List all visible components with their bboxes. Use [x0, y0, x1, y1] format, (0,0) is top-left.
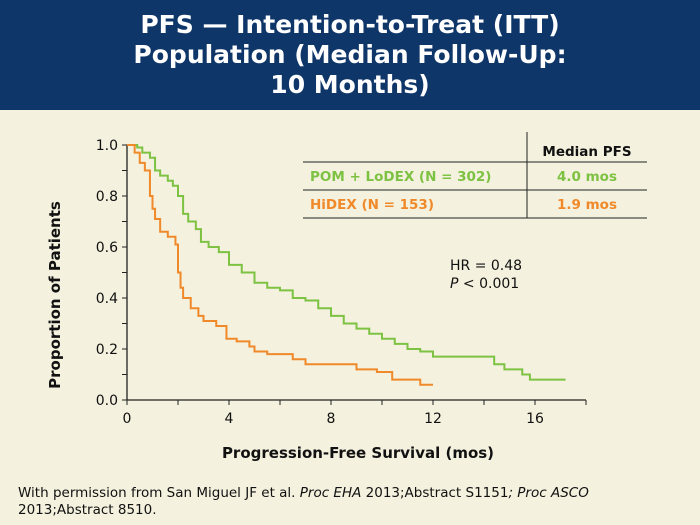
p-annotation: P < 0.001: [450, 276, 519, 292]
x-tick-label: 4: [225, 411, 234, 427]
citation-text-b: 2013;Abstract S1151: [361, 485, 509, 501]
x-axis-label: Progression-Free Survival (mos): [222, 444, 494, 462]
y-tick-label: 0.6: [96, 240, 118, 256]
x-tick-label: 0: [123, 411, 132, 427]
hr-annotation: HR = 0.48: [450, 258, 522, 274]
km-chart: 0 4 8 12 16 0.0 0.2 0.4 0.6 0.8 1.0 Median PFS POM …: [46, 132, 647, 462]
x-tick-label: 12: [424, 411, 442, 427]
title-line-3: 10 Months): [270, 70, 430, 99]
series-line-0: [127, 144, 566, 381]
axes: 0 4 8 12 16 0.0 0.2 0.4 0.6 0.8 1.0: [96, 138, 587, 427]
series-lines: [127, 144, 566, 386]
y-tick-label: 0.4: [96, 291, 118, 307]
citation-text-c: 2013;Abstract 8510.: [18, 502, 157, 518]
citation-text-a: With permission from San Miguel JF et al…: [18, 485, 300, 501]
legend-table: Median PFS POM + LoDEX (N = 302) 4.0 mos Hi…: [303, 132, 647, 219]
series-line-1: [127, 144, 433, 386]
legend-row-label: POM + LoDEX (N = 302): [310, 169, 491, 185]
y-tick-label: 0.0: [96, 393, 118, 409]
x-tick-label: 8: [327, 411, 336, 427]
legend-row-value: 1.9 mos: [557, 197, 617, 213]
citation-journal-a: Proc EHA: [299, 485, 362, 501]
legend-row-value: 4.0 mos: [557, 169, 617, 185]
slide-header: PFS — Intention-to-Treat (ITT) Populatio…: [0, 0, 700, 110]
y-tick-label: 0.8: [96, 189, 118, 205]
title-line-2: Population (Median Follow-Up:: [133, 40, 567, 69]
chart-area: 0 4 8 12 16 0.0 0.2 0.4 0.6 0.8 1.0 Median PFS POM …: [0, 110, 700, 475]
y-axis-label: Proportion of Patients: [46, 201, 64, 389]
x-tick-label: 16: [526, 411, 544, 427]
y-tick-label: 1.0: [96, 138, 118, 154]
y-tick-label: 0.2: [96, 342, 118, 358]
p-value: < 0.001: [458, 276, 519, 292]
legend-header: Median PFS: [542, 144, 631, 160]
legend-row-label: HiDEX (N = 153): [310, 197, 434, 213]
citation-journal-b: ; Proc ASCO: [508, 485, 589, 501]
citation-footer: With permission from San Miguel JF et al…: [18, 485, 688, 519]
p-label: P: [450, 276, 459, 292]
title-line-1: PFS — Intention-to-Treat (ITT): [140, 10, 560, 39]
